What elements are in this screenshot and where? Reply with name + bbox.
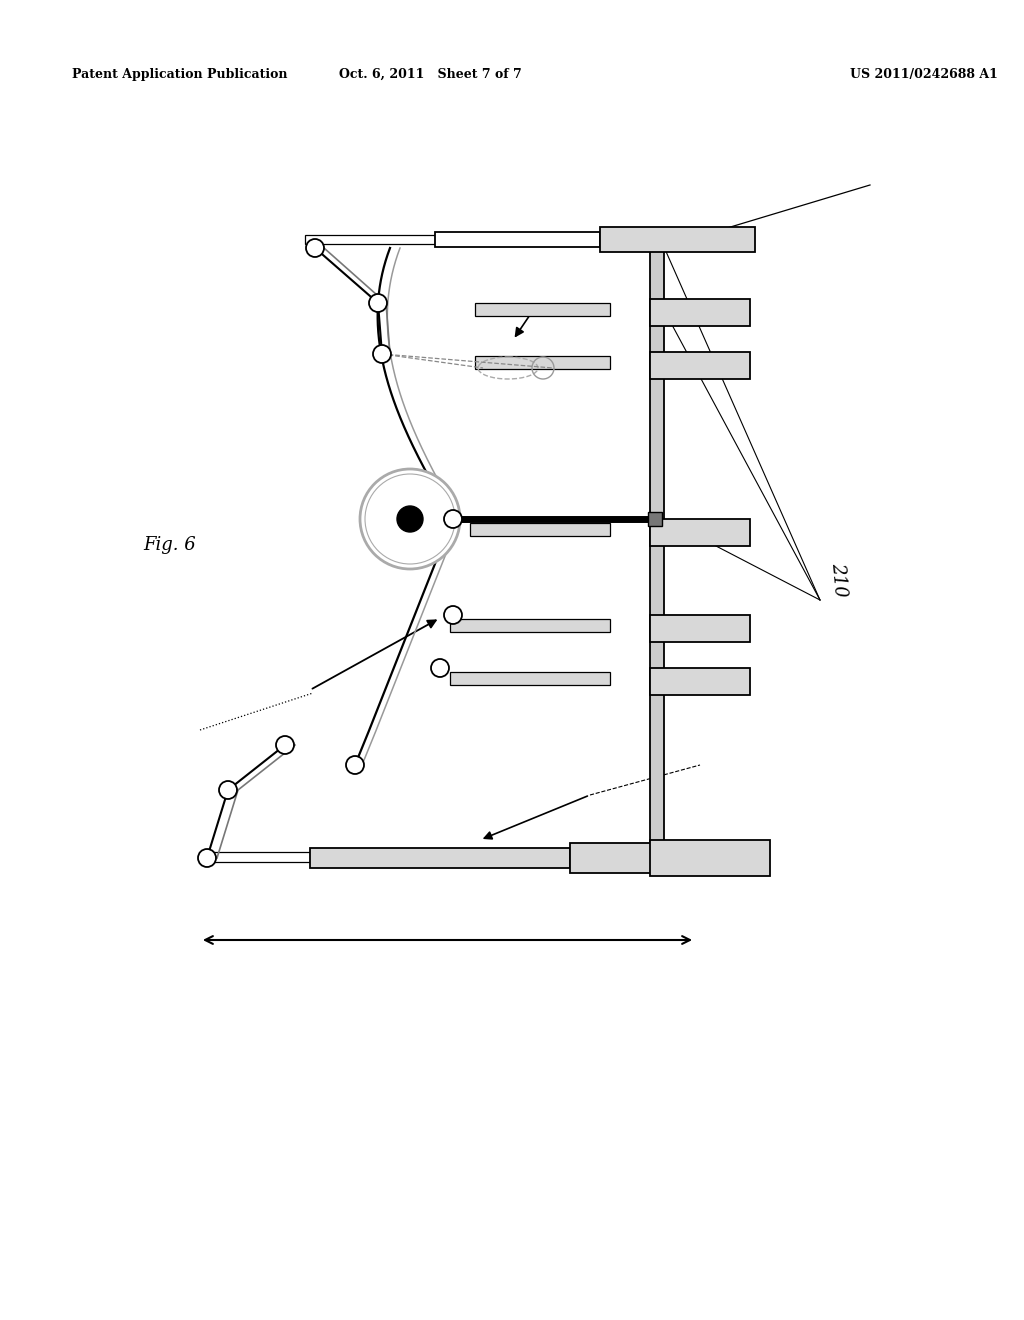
Text: Patent Application Publication: Patent Application Publication [72, 69, 288, 81]
Bar [650, 615, 750, 642]
Bar [650, 232, 664, 865]
Text: US 2011/0242688 A1: US 2011/0242688 A1 [850, 69, 997, 81]
Circle shape [346, 756, 364, 774]
Bar [650, 668, 750, 696]
Bar [650, 300, 750, 326]
Circle shape [444, 606, 462, 624]
Bar [470, 523, 610, 536]
Bar [600, 227, 755, 252]
Bar [570, 843, 670, 873]
Circle shape [397, 506, 423, 532]
Text: Oct. 6, 2011   Sheet 7 of 7: Oct. 6, 2011 Sheet 7 of 7 [339, 69, 521, 81]
Circle shape [306, 239, 324, 257]
Circle shape [431, 659, 449, 677]
Circle shape [276, 737, 294, 754]
Circle shape [444, 510, 462, 528]
Bar [450, 619, 610, 632]
Bar [200, 851, 310, 862]
Bar [650, 840, 770, 876]
Bar [650, 352, 750, 379]
Bar [450, 672, 610, 685]
Circle shape [198, 849, 216, 867]
Bar [305, 235, 435, 244]
Bar [435, 232, 600, 247]
Circle shape [373, 345, 391, 363]
Text: Fig. 6: Fig. 6 [143, 536, 197, 554]
Bar [650, 519, 750, 546]
Circle shape [219, 781, 237, 799]
Circle shape [360, 469, 460, 569]
Text: 210: 210 [828, 562, 849, 598]
Bar [648, 512, 662, 525]
Bar [475, 356, 610, 370]
Bar [310, 847, 570, 869]
Bar [475, 304, 610, 315]
Circle shape [369, 294, 387, 312]
